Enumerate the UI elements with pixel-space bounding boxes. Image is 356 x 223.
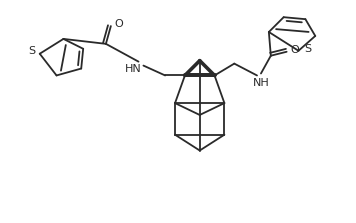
Text: S: S [304,44,311,54]
Text: NH: NH [252,78,269,88]
Text: O: O [114,19,123,29]
Text: HN: HN [125,64,142,74]
Text: S: S [28,46,35,56]
Text: O: O [290,45,299,55]
